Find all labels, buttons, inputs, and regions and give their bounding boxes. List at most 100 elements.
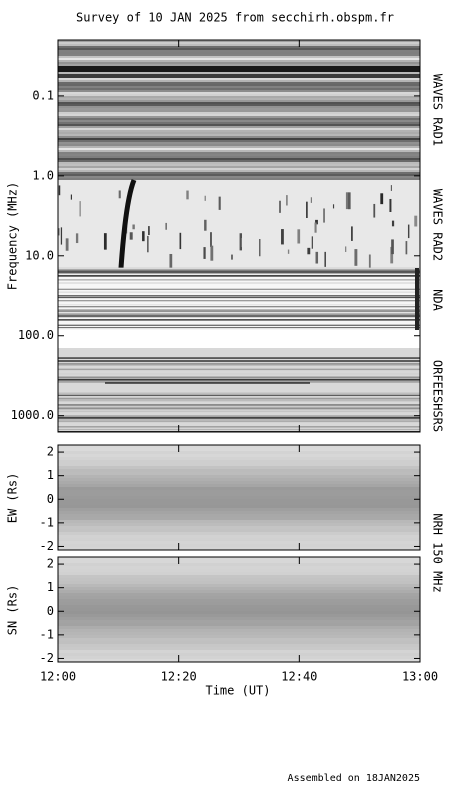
nrh-band bbox=[58, 538, 420, 541]
rad1-band bbox=[58, 58, 420, 60]
nrh-band bbox=[58, 578, 420, 581]
rad1-band bbox=[58, 112, 420, 114]
rad1-band bbox=[58, 46, 420, 48]
y-tick-label: 1 bbox=[47, 468, 54, 482]
nrh-band bbox=[58, 481, 420, 484]
nrh-band bbox=[58, 505, 420, 508]
rad1-band bbox=[58, 150, 420, 152]
nrh-band bbox=[58, 608, 420, 611]
rad1-band bbox=[58, 56, 420, 58]
rad1-band bbox=[58, 80, 420, 82]
rad1-band bbox=[58, 148, 420, 150]
y-tick-label: 2 bbox=[47, 445, 54, 459]
rad1-band bbox=[58, 62, 420, 64]
nrh-band bbox=[58, 572, 420, 575]
rad1-band bbox=[58, 96, 420, 98]
nrh-band bbox=[58, 508, 420, 511]
nrh-band bbox=[58, 496, 420, 499]
y-tick-label: 0.1 bbox=[32, 88, 54, 102]
rad1-band bbox=[58, 72, 420, 74]
rad1-band bbox=[58, 78, 420, 80]
instrument-label: WAVES RAD2 bbox=[431, 189, 445, 261]
rad1-band bbox=[58, 64, 420, 66]
nrh-band bbox=[58, 560, 420, 563]
rad1-band bbox=[58, 92, 420, 94]
rad1-band bbox=[58, 126, 420, 128]
nrh-band bbox=[58, 614, 420, 617]
rad1-band bbox=[58, 122, 420, 124]
nrh-band bbox=[58, 454, 420, 457]
rad1-band bbox=[58, 82, 420, 84]
nrh-band bbox=[58, 653, 420, 656]
rad1-band bbox=[58, 176, 420, 178]
nrh-band bbox=[58, 581, 420, 584]
nrh-band bbox=[58, 590, 420, 593]
instrument-label: ORFEESHSRS bbox=[431, 360, 445, 432]
rad1-band bbox=[58, 102, 420, 104]
rad1-band bbox=[58, 50, 420, 52]
nrh-band bbox=[58, 575, 420, 578]
y-tick-label: 1000.0 bbox=[11, 408, 54, 422]
y-axis-label: SN (Rs) bbox=[6, 585, 20, 636]
nrh-band bbox=[58, 502, 420, 505]
rad1-band bbox=[58, 88, 420, 90]
x-axis-label: Time (UT) bbox=[205, 684, 270, 698]
nrh-band bbox=[58, 617, 420, 620]
y-tick-label: 100.0 bbox=[18, 328, 54, 342]
nrh-band bbox=[58, 620, 420, 623]
rad1-band bbox=[58, 160, 420, 162]
type3-burst bbox=[118, 179, 137, 269]
rad1-band bbox=[58, 172, 420, 174]
nrh-band bbox=[58, 569, 420, 572]
nrh-band bbox=[58, 535, 420, 538]
nrh-band bbox=[58, 493, 420, 496]
nrh-band bbox=[58, 641, 420, 644]
nrh-band bbox=[58, 563, 420, 566]
y-tick-label: -1 bbox=[40, 627, 54, 641]
nrh-band bbox=[58, 650, 420, 653]
x-tick-label: 13:00 bbox=[402, 670, 438, 684]
nrh-band bbox=[58, 490, 420, 493]
nrh-band bbox=[58, 475, 420, 478]
rad1-band bbox=[58, 132, 420, 134]
nrh-band bbox=[58, 629, 420, 632]
nrh-band bbox=[58, 457, 420, 460]
panel-frame bbox=[57, 556, 421, 663]
y-tick-label: 0 bbox=[47, 604, 54, 618]
nda-edge bbox=[415, 268, 419, 330]
rad1-band bbox=[58, 70, 420, 72]
rad1-band bbox=[58, 106, 420, 108]
nrh-band bbox=[58, 566, 420, 569]
rad1-band bbox=[58, 166, 420, 168]
instrument-label: NDA bbox=[431, 289, 445, 311]
rad1-band bbox=[58, 42, 420, 44]
nrh-band bbox=[58, 659, 420, 662]
rad1-band bbox=[58, 86, 420, 88]
nrh-band bbox=[58, 529, 420, 532]
y-tick-label: -1 bbox=[40, 515, 54, 529]
rad1-band bbox=[58, 84, 420, 86]
nrh-band bbox=[58, 466, 420, 469]
rad1-band bbox=[58, 118, 420, 120]
nrh-band bbox=[58, 511, 420, 514]
x-tick-label: 12:40 bbox=[281, 670, 317, 684]
rad1-band bbox=[58, 120, 420, 122]
nrh-band bbox=[58, 532, 420, 535]
spectra bbox=[57, 40, 420, 662]
nrh-band bbox=[58, 656, 420, 659]
y-tick-label: -2 bbox=[40, 539, 54, 553]
rad1-band bbox=[58, 44, 420, 46]
nrh-band bbox=[58, 514, 420, 517]
x-tick-label: 12:00 bbox=[40, 670, 76, 684]
nrh-band bbox=[58, 587, 420, 590]
rad1-band bbox=[58, 164, 420, 166]
nrh-band bbox=[58, 602, 420, 605]
rad1-band bbox=[58, 146, 420, 148]
nrh-band bbox=[58, 517, 420, 520]
rad1-band bbox=[58, 100, 420, 102]
rad1-band bbox=[58, 170, 420, 172]
nrh-band bbox=[58, 487, 420, 490]
nrh-band bbox=[58, 520, 420, 523]
rad1-band bbox=[58, 138, 420, 140]
